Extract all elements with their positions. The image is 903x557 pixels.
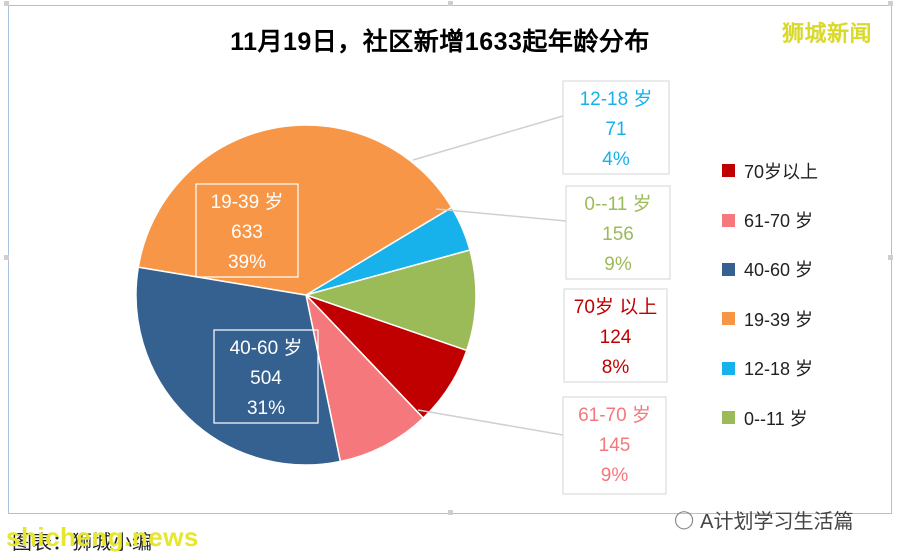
data-label-percent-0: 4% (602, 149, 630, 170)
data-label-value-3: 145 (599, 435, 631, 456)
data-label-category-0: 12-18 岁 (580, 88, 653, 110)
site-watermark: shicheng.news (6, 522, 199, 552)
data-label-percent-2: 8% (602, 357, 630, 378)
legend-item-3: 19-39 岁 (722, 294, 818, 343)
legend-swatch-5 (722, 411, 735, 425)
data-label-box-5 (195, 183, 299, 278)
leader-line-3 (417, 409, 564, 436)
data-label-value-4: 504 (250, 368, 282, 389)
data-label-percent-3: 9% (601, 465, 629, 486)
resize-handle-bottom[interactable] (448, 510, 453, 515)
pie-slice-3 (304, 292, 425, 463)
data-label-box-3 (562, 396, 667, 495)
data-label-category-3: 61-70 岁 (578, 404, 651, 426)
data-label-value-1: 156 (602, 224, 634, 245)
pie-slice-4 (135, 266, 342, 466)
legend-item-1: 61-70 岁 (722, 195, 818, 244)
resize-handle-top-left[interactable] (4, 1, 9, 6)
legend-swatch-0 (722, 164, 735, 178)
data-label-percent-4: 31% (247, 398, 285, 419)
account-credit: ◯ A计划学习生活篇 (674, 505, 854, 534)
data-label-category-4: 40-60 岁 (230, 337, 303, 359)
watermark: 狮城新闻 (782, 21, 873, 46)
data-label-box-0 (562, 80, 670, 175)
legend-item-4: 12-18 岁 (722, 344, 818, 393)
data-label-category-2: 70岁 以上 (574, 296, 657, 318)
legend-swatch-4 (722, 361, 735, 375)
data-label-value-0: 71 (605, 119, 626, 140)
legend-swatch-3 (722, 312, 735, 326)
legend-label-2: 40-60 岁 (744, 260, 814, 281)
legend-label-5: 0--11 岁 (744, 408, 808, 429)
resize-handle-right[interactable] (888, 255, 893, 260)
data-label-value-5: 633 (231, 222, 263, 243)
wechat-icon: ◯ (674, 509, 695, 529)
chart-legend: 70岁以上 61-70 岁 40-60 岁 19-39 岁 12-18 岁 0--11 岁 (722, 146, 818, 442)
legend-label-3: 19-39 岁 (744, 309, 814, 330)
resize-handle-top[interactable] (448, 1, 453, 6)
data-label-category-1: 0--11 岁 (584, 193, 651, 215)
legend-item-0: 70岁以上 (722, 146, 818, 195)
resize-handle-left[interactable] (4, 255, 9, 260)
legend-swatch-1 (722, 213, 735, 227)
source-credit: 图表：狮城小编 (12, 532, 152, 554)
data-label-percent-1: 9% (604, 254, 632, 275)
account-name: A计划学习生活篇 (700, 511, 854, 533)
data-label-box-4 (213, 329, 319, 424)
legend-item-2: 40-60 岁 (722, 245, 818, 294)
leader-line-0 (412, 115, 564, 161)
pie-slice-1 (303, 249, 477, 352)
data-label-category-5: 19-39 岁 (211, 191, 284, 213)
data-label-value-2: 124 (600, 327, 632, 348)
legend-label-0: 70岁以上 (744, 161, 819, 182)
data-label-box-2 (563, 288, 668, 383)
legend-item-5: 0--11 岁 (722, 393, 818, 442)
legend-label-4: 12-18 岁 (744, 359, 814, 380)
data-label-box-1 (565, 185, 671, 280)
chart-title: 11月19日，社区新增1633起年龄分布 (230, 28, 650, 56)
leader-line-1 (435, 208, 567, 222)
legend-swatch-2 (722, 262, 735, 276)
resize-handle-top-right[interactable] (888, 1, 893, 6)
data-label-percent-5: 39% (228, 252, 266, 273)
pie-slice-5 (137, 124, 453, 296)
legend-label-1: 61-70 岁 (744, 211, 814, 232)
